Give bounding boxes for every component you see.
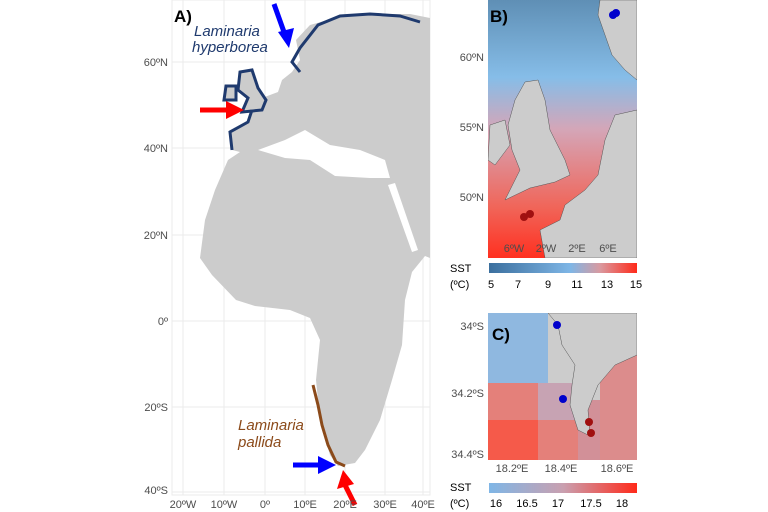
- label-panels-b-lat_ticks-1: 55ºN: [460, 122, 484, 134]
- label-panels-b-lon_ticks-3: 6ºE: [599, 243, 616, 255]
- label-panels-c-lon_ticks-1: 18.4ºE: [545, 463, 578, 475]
- pallida-range: [311, 384, 346, 468]
- sst-colorbar-b: [489, 263, 637, 273]
- label-panels-b-lat_ticks-0: 60ºN: [460, 52, 484, 64]
- arrow-blue-north: [271, 3, 294, 48]
- label-panels-c-lat_ticks-0: 34ºS: [460, 321, 484, 333]
- label-panels-a-lat_ticks-1: 40ºN: [144, 143, 168, 155]
- label-panels-c-legend_title-1: (ºC): [450, 498, 469, 510]
- label-panels-a-lat_ticks-2: 20ºN: [144, 230, 168, 242]
- land-continent: [539, 109, 637, 258]
- sst-colorbar-c: [489, 483, 637, 493]
- label-panels-b-legend_ticks-5: 15: [630, 279, 642, 291]
- site-warm: [587, 429, 595, 437]
- france-coast-range: [228, 109, 254, 151]
- label-panels-a-lat_ticks-4: 20ºS: [144, 402, 168, 414]
- label-panels-a-lat_ticks-3: 0º: [158, 316, 168, 328]
- label-panels-a-lon_ticks-4: 20ºE: [333, 499, 357, 511]
- land-britain: [504, 79, 571, 201]
- norway-coast-range: [290, 12, 421, 73]
- label-panels-b-lon_ticks-2: 2ºE: [568, 243, 585, 255]
- species-south-line1: Laminaria: [238, 417, 304, 434]
- label-panels-a-lat_ticks-5: 40ºS: [144, 485, 168, 497]
- label-panels-c-lon_ticks-2: 18.6ºE: [601, 463, 634, 475]
- label-panels-c-legend_ticks-4: 18: [616, 498, 628, 510]
- label-panels-c-legend_ticks-0: 16: [490, 498, 502, 510]
- mediterranean-sea: [258, 130, 390, 178]
- panel-a-lat-ticks: 60ºN 40ºN 20ºN 0º 20ºS 40ºS: [144, 57, 168, 497]
- site-warm: [585, 418, 593, 426]
- panel-b-lat-ticks: 60ºN 55ºN 50ºN: [460, 52, 484, 204]
- arrow-blue-south: [293, 456, 336, 474]
- land-cape-peninsula: [547, 313, 637, 437]
- arrow-red-north: [200, 101, 244, 119]
- panel-b-map: B) 60ºN 55ºN 50ºN 6ºW 2ºW 2ºE 6ºE SST (º…: [450, 0, 642, 291]
- label-panels-b-legend_ticks-3: 11: [571, 279, 582, 291]
- panel-b-legend: SST (ºC) 5 7 9 11 13 15: [450, 263, 642, 291]
- species-north-line1: Laminaria: [194, 23, 260, 40]
- red-sea: [388, 183, 418, 252]
- land-norway: [597, 0, 637, 81]
- label-panels-c-legend_ticks-1: 16.5: [516, 498, 537, 510]
- label-panels-c-lat_ticks-1: 34.2ºS: [451, 388, 484, 400]
- label-panels-a-lon_ticks-2: 0º: [260, 499, 270, 511]
- panel-c-legend: SST (ºC) 16 16.5 17 17.5 18: [450, 482, 637, 510]
- label-panels-a-lon_ticks-6: 40ºE: [411, 499, 435, 511]
- label-panels-b-lon_ticks-0: 6ºW: [504, 243, 525, 255]
- label-panels-a-lon_ticks-5: 30ºE: [373, 499, 397, 511]
- label-panels-a-lon_ticks-1: 10ºW: [211, 499, 238, 511]
- site-cold: [612, 9, 620, 17]
- label-panels-b-legend_title-0: SST: [450, 263, 472, 275]
- species-north-line2: hyperborea: [192, 39, 268, 56]
- label-panels-c-legend_ticks-2: 17: [552, 498, 564, 510]
- label-panels-a-lon_ticks-0: 20ºW: [170, 499, 197, 511]
- label-panels-c-legend_title-0: SST: [450, 482, 472, 494]
- label-panels-b-legend_ticks-2: 9: [545, 279, 551, 291]
- label-panels-b-lat_ticks-2: 50ºN: [460, 192, 484, 204]
- panel-b-lon-ticks: 6ºW 2ºW 2ºE 6ºE: [504, 243, 617, 255]
- site-warm: [520, 213, 528, 221]
- panel-a-label: A): [174, 7, 192, 26]
- label-panels-c-lon_ticks-0: 18.2ºE: [496, 463, 529, 475]
- panel-c-lat-ticks: 34ºS 34.2ºS 34.4ºS: [451, 321, 484, 461]
- land-ireland: [488, 119, 511, 166]
- label-panels-b-legend_ticks-4: 13: [601, 279, 613, 291]
- british-isles: [222, 68, 268, 114]
- site-warm: [526, 210, 534, 218]
- site-cold: [553, 321, 561, 329]
- panel-c-lon-ticks: 18.2ºE 18.4ºE 18.6ºE: [496, 463, 634, 475]
- label-panels-c-lat_ticks-2: 34.4ºS: [451, 449, 484, 461]
- label-panels-b-legend_title-1: (ºC): [450, 279, 469, 291]
- label-panels-b-legend_ticks-0: 5: [488, 279, 494, 291]
- label-panels-c-legend_ticks-3: 17.5: [580, 498, 601, 510]
- label-panels-a-lon_ticks-3: 10ºE: [293, 499, 317, 511]
- label-panels-b-legend_ticks-1: 7: [515, 279, 521, 291]
- panel-c-map: C) 34ºS 34.2ºS 34.4ºS 18.2ºE 18.4ºE 18.6…: [450, 313, 637, 510]
- panel-a-lon-ticks: 20ºW 10ºW 0º 10ºE 20ºE 30ºE 40ºE: [170, 499, 435, 511]
- label-panels-a-lat_ticks-0: 60ºN: [144, 57, 168, 69]
- land-eurasia-africa: [200, 14, 430, 466]
- panel-b-label: B): [490, 7, 508, 26]
- panel-c-label: C): [492, 325, 510, 344]
- label-panels-b-lon_ticks-1: 2ºW: [536, 243, 557, 255]
- arrow-red-south: [337, 470, 358, 507]
- site-cold: [559, 395, 567, 403]
- species-south-line2: pallida: [237, 434, 281, 451]
- panel-a-map: A) Laminaria hyperborea Laminaria pallid…: [144, 0, 435, 511]
